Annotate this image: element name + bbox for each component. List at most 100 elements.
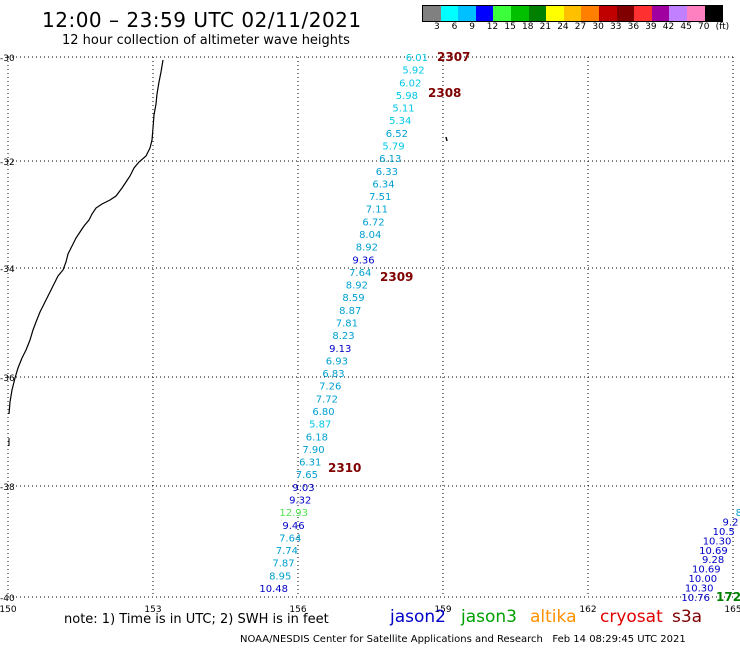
mission-cryosat: cryosat xyxy=(600,607,663,627)
legend-swatch xyxy=(458,6,476,21)
wave-height-label: 10.00 xyxy=(688,574,717,585)
legend-swatch xyxy=(563,6,582,21)
lon-label: 159 xyxy=(434,605,451,615)
lon-label: 153 xyxy=(144,605,161,615)
legend-swatch xyxy=(528,6,547,21)
legend-tick: 21 xyxy=(539,22,552,32)
legend-tick: 39 xyxy=(645,22,657,32)
wave-height-label: 9.32 xyxy=(289,496,311,507)
legend-swatch xyxy=(669,6,687,21)
wave-height-label: 5.79 xyxy=(382,142,404,153)
wave-height-label: 6.52 xyxy=(386,129,408,140)
lat-label: -32 xyxy=(0,158,15,168)
wave-height-label: 6.33 xyxy=(376,167,398,178)
lat-label: -34 xyxy=(0,265,15,275)
wave-height-label: 7.74 xyxy=(276,546,298,557)
credit-timestamp: Feb 14 08:29:45 UTC 2021 xyxy=(552,634,686,645)
wave-height-label: 6.34 xyxy=(372,179,394,190)
wave-height-label: 5.98 xyxy=(396,91,418,102)
lat-label: -38 xyxy=(0,483,15,493)
wave-height-label: 8.92 xyxy=(346,281,368,292)
pass-number-label: 2309 xyxy=(380,270,413,284)
legend-tick: 12 xyxy=(486,22,499,32)
legend-swatch xyxy=(493,6,511,21)
legend-tick: 27 xyxy=(574,22,587,32)
legend-tick: 36 xyxy=(627,22,640,32)
wave-height-label: 7.51 xyxy=(369,192,391,203)
legend-swatch xyxy=(546,6,564,21)
wave-height-label: 8.92 xyxy=(356,243,378,254)
legend-swatch xyxy=(651,6,670,21)
legend-swatch xyxy=(686,6,705,21)
wave-height-label: 7.64 xyxy=(279,533,301,544)
lat-label: -30 xyxy=(0,54,15,64)
wave-height-label: 6.80 xyxy=(312,407,334,418)
wave-height-label: 8.04 xyxy=(359,230,381,241)
altimeter-track-east: 89.210.510.3010.699.2810.6910.0010.3010.… xyxy=(681,508,740,604)
lat-label: -36 xyxy=(0,374,15,384)
wave-height-label: 5.11 xyxy=(392,104,414,115)
wave-height-label: 10.76 xyxy=(681,593,710,604)
wave-height-label: 6.01 xyxy=(406,53,428,64)
wave-height-label: 8 xyxy=(736,508,740,519)
pass-number-label: 172 xyxy=(716,590,740,604)
wave-height-label: 9.03 xyxy=(292,483,314,494)
mission-altika: altika xyxy=(530,607,577,627)
color-scale-legend xyxy=(422,5,724,22)
wave-height-label: 7.65 xyxy=(296,470,318,481)
page-subtitle: 12 hour collection of altimeter wave hei… xyxy=(62,33,350,48)
legend-tick: (ft) xyxy=(715,22,730,32)
wave-height-label: 9.28 xyxy=(702,555,724,566)
wave-height-label: 7.72 xyxy=(316,394,338,405)
wave-height-label: 9.2 xyxy=(723,517,739,528)
legend-tick: 9 xyxy=(469,22,475,32)
wave-height-label: 6.18 xyxy=(306,432,328,443)
legend-tick: 70 xyxy=(698,22,710,32)
footer-note: note: 1) Time is in UTC; 2) SWH is in fe… xyxy=(64,612,329,627)
island-marker xyxy=(445,136,448,142)
lon-label: 156 xyxy=(289,605,306,615)
wave-height-label: 10.69 xyxy=(692,565,721,576)
mission-jason2: jason2 xyxy=(390,607,446,627)
wave-height-label: 10.30 xyxy=(685,584,714,595)
wave-height-label: 9.46 xyxy=(282,521,304,532)
mission-s3a: s3a xyxy=(672,607,703,627)
lon-label: 165 xyxy=(724,605,740,615)
wave-height-label: 6.13 xyxy=(379,154,401,165)
legend-swatch xyxy=(598,6,617,21)
wave-height-label: 9.36 xyxy=(352,255,374,266)
legend-tick: 6 xyxy=(451,22,458,32)
legend-swatch xyxy=(581,6,599,21)
legend-swatch xyxy=(616,6,635,21)
legend-tick: 24 xyxy=(557,22,569,32)
wave-height-label: 10.5 xyxy=(713,527,735,538)
pass-labels: 2307 2308 2309 2310 172 xyxy=(328,50,740,604)
credit-text: NOAA/NESDIS Center for Satellite Applica… xyxy=(240,634,543,645)
lon-label: 150 xyxy=(0,605,17,615)
wave-height-label: 6.83 xyxy=(322,369,344,380)
wave-height-label: 8.87 xyxy=(339,306,361,317)
credit-line: NOAA/NESDIS Center for Satellite Applica… xyxy=(240,634,686,645)
legend-tick: 45 xyxy=(680,22,692,32)
mission-jason3: jason3 xyxy=(461,607,517,627)
lat-label: -40 xyxy=(0,594,15,604)
wave-height-label: 6.02 xyxy=(399,78,421,89)
altimeter-track-west: 6.01 5.926.02 5.98 5.115.34 6.52 5.796.13 6.33… xyxy=(259,53,428,595)
wave-height-label: 7.26 xyxy=(319,382,341,393)
lat-lon-grid xyxy=(7,56,734,598)
legend-swatch xyxy=(475,6,494,21)
legend-tick: 42 xyxy=(662,22,675,32)
wave-height-label: 7.81 xyxy=(336,319,358,330)
wave-height-label: 5.87 xyxy=(309,420,331,431)
legend-tick: 15 xyxy=(504,22,516,32)
legend-swatch xyxy=(510,6,529,21)
wave-height-label: 8.59 xyxy=(342,293,364,304)
legend-tick: 30 xyxy=(592,22,604,32)
wave-height-label: 7.90 xyxy=(302,445,324,456)
page-title: 12:00 – 23:59 UTC 02/11/2021 xyxy=(42,8,362,32)
wave-height-label: 7.87 xyxy=(272,559,294,570)
legend-tick: 18 xyxy=(522,22,534,32)
wave-height-label: 7.64 xyxy=(349,268,371,279)
pass-number-label: 2307 xyxy=(437,50,470,64)
